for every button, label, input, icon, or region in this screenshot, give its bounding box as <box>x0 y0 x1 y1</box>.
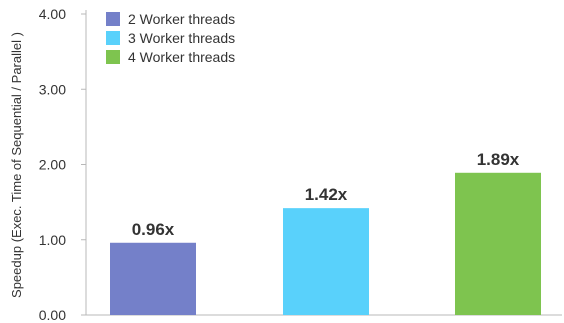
bar-value-label: 1.42x <box>305 185 348 204</box>
y-tick-label: 4.00 <box>39 6 66 22</box>
y-tick-label: 0.00 <box>39 307 66 323</box>
bar <box>455 172 541 315</box>
bar-value-label: 0.96x <box>132 220 175 239</box>
legend-swatch <box>106 50 120 64</box>
data-labels-layer: 0.96x 1.42x 1.89x <box>132 150 520 239</box>
y-tick-label: 3.00 <box>39 81 66 97</box>
legend-label: 2 Worker threads <box>128 11 235 27</box>
bar <box>110 242 196 315</box>
bars-layer <box>110 172 541 315</box>
y-tick-label: 2.00 <box>39 157 66 173</box>
legend: 2 Worker threads 3 Worker threads 4 Worker… <box>106 11 235 65</box>
legend-label: 3 Worker threads <box>128 30 235 46</box>
legend-swatch <box>106 31 120 45</box>
legend-label: 4 Worker threads <box>128 49 235 65</box>
bar <box>283 208 369 315</box>
bar-value-label: 1.89x <box>477 150 520 169</box>
legend-swatch <box>106 12 120 26</box>
y-axis-title: Speedup (Exec. Time of Sequential / Para… <box>9 32 24 298</box>
y-tick-label: 1.00 <box>39 232 66 248</box>
